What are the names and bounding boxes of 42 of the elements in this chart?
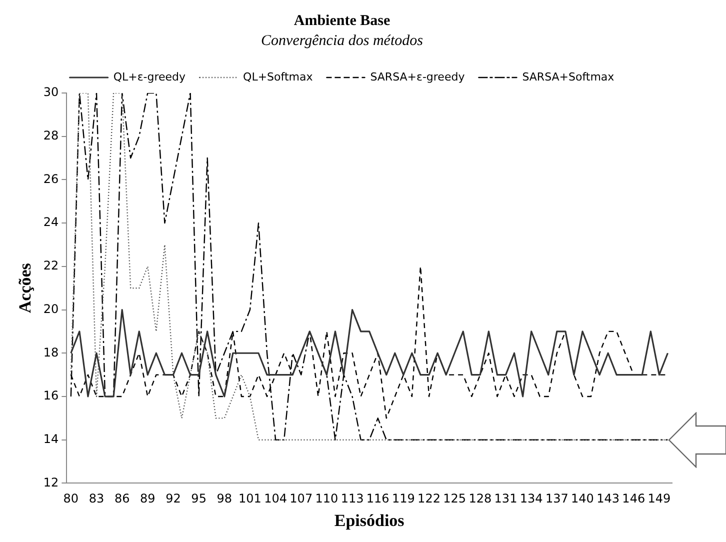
x-tick-label: 128 xyxy=(468,492,492,506)
x-tick-label: 125 xyxy=(443,492,466,506)
x-tick-label: 101 xyxy=(238,492,262,506)
x-tick-label: 98 xyxy=(216,492,232,506)
x-tick-label: 80 xyxy=(63,492,79,506)
x-tick-label: 119 xyxy=(392,492,415,506)
y-tick-label: 12 xyxy=(43,475,59,490)
x-tick-label: 116 xyxy=(366,492,390,506)
x-tick-label: 113 xyxy=(340,492,364,506)
x-tick-label: 140 xyxy=(571,492,594,506)
chart-subtitle: Convergência dos métodos xyxy=(261,32,424,49)
x-axis-title: Episódios xyxy=(334,511,405,530)
y-tick-label: 18 xyxy=(43,345,59,360)
x-tick-label: 131 xyxy=(494,492,518,506)
chart-title: Ambiente Base xyxy=(294,12,390,29)
x-tick-label: 83 xyxy=(88,492,104,506)
y-tick-label: 14 xyxy=(43,432,59,446)
x-tick-label: 86 xyxy=(114,492,130,506)
y-tick-label: 30 xyxy=(43,85,59,100)
y-tick-label: 26 xyxy=(43,172,59,186)
x-tick-label: 134 xyxy=(520,492,543,506)
x-tick-label: 89 xyxy=(140,492,156,506)
x-tick-label: 137 xyxy=(545,492,568,506)
x-tick-label: 122 xyxy=(418,492,440,506)
x-tick-label: 104 xyxy=(264,492,288,506)
x-tick-label: 95 xyxy=(191,492,206,506)
y-tick-label: 28 xyxy=(43,128,59,142)
x-tick-label: 149 xyxy=(648,492,671,506)
y-tick-label: 20 xyxy=(43,302,59,316)
legend-label: SARSA+ε-greedy xyxy=(370,70,466,84)
legend-label: QL+Softmax xyxy=(243,70,314,84)
x-tick-label: 143 xyxy=(596,492,620,506)
legend-label: QL+ε-greedy xyxy=(113,70,186,84)
legend-label: SARSA+Softmax xyxy=(522,70,615,84)
x-tick-label: 110 xyxy=(315,492,338,506)
y-tick-label: 16 xyxy=(43,388,59,403)
x-tick-label: 146 xyxy=(622,492,646,506)
y-tick-label: 22 xyxy=(43,258,59,273)
x-tick-label: 92 xyxy=(166,492,181,506)
x-tick-label: 107 xyxy=(290,492,313,506)
y-axis-title: Acções xyxy=(16,262,35,314)
y-tick-label: 24 xyxy=(43,215,59,230)
